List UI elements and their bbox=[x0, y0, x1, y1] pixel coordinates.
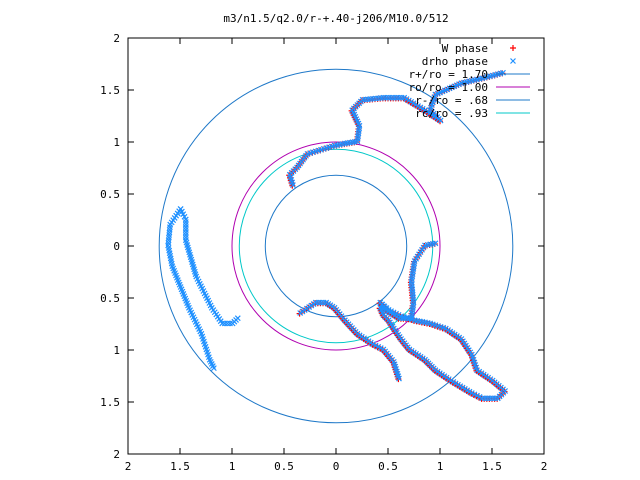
y-tick-label: 0.5 bbox=[100, 292, 120, 305]
y-tick-label: 1 bbox=[113, 136, 120, 149]
drho-phase-point bbox=[219, 320, 226, 327]
legend-label: W phase bbox=[442, 42, 488, 55]
y-tick-label: 0 bbox=[113, 240, 120, 253]
reference-circle bbox=[158, 68, 514, 424]
legend-label: rc/ro = .93 bbox=[415, 107, 488, 120]
drho-phase-point bbox=[182, 232, 189, 238]
x-tick-label: 0.5 bbox=[274, 460, 294, 473]
reference-circle bbox=[231, 141, 441, 351]
drho-phase-point bbox=[182, 221, 189, 228]
x-tick-label: 1.5 bbox=[482, 460, 502, 473]
chart-title: m3/n1.5/q2.0/r-+.40-j206/M10.0/512 bbox=[223, 12, 448, 25]
y-tick-label: 2 bbox=[113, 32, 120, 45]
x-tick-label: 2 bbox=[125, 460, 132, 473]
x-tick-label: 1 bbox=[229, 460, 236, 473]
drho-phase-point bbox=[224, 320, 231, 327]
drho-phase-point bbox=[377, 304, 384, 311]
reference-circle bbox=[264, 174, 408, 318]
y-tick-label: 1 bbox=[113, 344, 120, 357]
reference-circles bbox=[158, 68, 514, 424]
y-tick-label: 1.5 bbox=[100, 84, 120, 97]
drho-phase-point bbox=[289, 182, 296, 189]
legend-label: drho phase bbox=[422, 55, 488, 68]
x-tick-label: 1 bbox=[437, 460, 444, 473]
drho-phase-point bbox=[182, 224, 189, 231]
drho-phase-point bbox=[396, 375, 402, 382]
data-points bbox=[165, 69, 509, 402]
legend-label: r-/ro = .68 bbox=[415, 94, 488, 107]
y-tick-label: 2 bbox=[113, 448, 120, 461]
x-tick-label: 0 bbox=[333, 460, 340, 473]
y-tick-label: 1.5 bbox=[100, 396, 120, 409]
x-tick-label: 1.5 bbox=[170, 460, 190, 473]
legend-label: r+/ro = 1.70 bbox=[409, 68, 488, 81]
drho-phase-point bbox=[182, 226, 189, 233]
drho-phase-point bbox=[210, 365, 217, 372]
drho-phase-point bbox=[227, 320, 233, 327]
drho-phase-point bbox=[182, 234, 189, 241]
y-tick-label: 0.5 bbox=[100, 188, 120, 201]
x-tick-label: 0.5 bbox=[378, 460, 398, 473]
drho-phase-point bbox=[182, 229, 189, 236]
legend-sample-cross bbox=[510, 58, 516, 64]
legend-sample-plus bbox=[510, 45, 516, 51]
drho-phase-point bbox=[234, 315, 241, 322]
x-tick-label: 2 bbox=[541, 460, 548, 473]
drho-phase-point bbox=[182, 219, 189, 225]
legend-label: ro/ro = 1.00 bbox=[409, 81, 488, 94]
